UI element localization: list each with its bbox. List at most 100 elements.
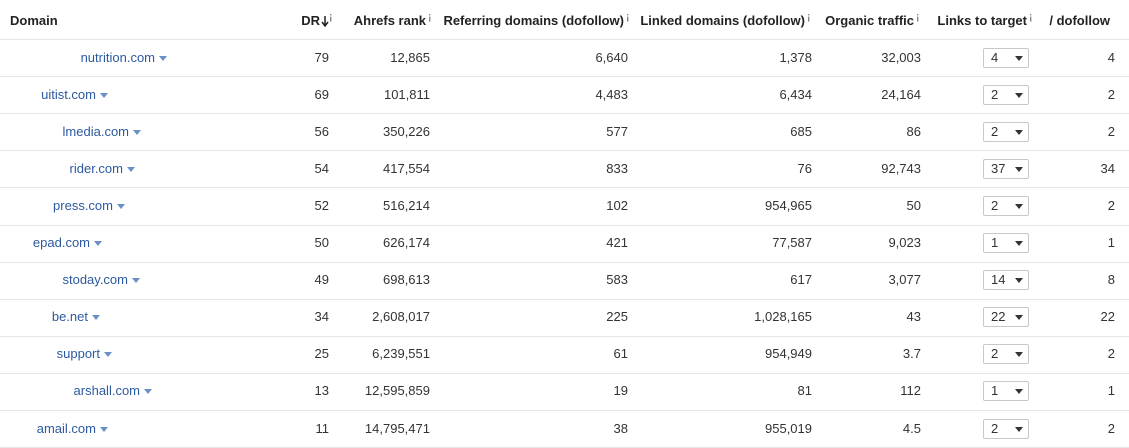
table-cell: 34 [1100,160,1115,176]
table-cell: 6,239,551 [372,346,430,362]
row-divider [0,76,1129,77]
table-cell: 954,949 [765,346,812,362]
row-divider [0,373,1129,374]
table-cell: 1,378 [779,49,812,65]
domain-link[interactable]: epad.com [32,235,90,251]
table-cell: 112 [900,383,921,399]
links-select[interactable]: 37 [983,158,1029,179]
dropdown-arrow [92,315,100,321]
links-select[interactable]: 4 [983,47,1029,68]
table-cell: 4.5 [902,420,921,436]
domain-link[interactable]: press.com [53,197,113,213]
dropdown-arrow [100,92,108,98]
dropdown-arrow [104,352,112,358]
select-value: 2 [991,346,999,362]
table-cell: 12,865 [390,49,430,65]
select-value: 1 [991,235,999,251]
table-cell: 1,028,165 [754,309,812,325]
links-select[interactable]: 2 [983,195,1029,216]
table-cell: 2 [1107,123,1115,139]
dropdown-arrow [117,203,125,209]
links-select[interactable]: 14 [983,270,1029,291]
select-arrow [1015,278,1023,284]
table-cell: 1 [1107,235,1115,251]
table-cell: 50 [906,197,921,213]
table-cell: 52 [314,197,329,213]
sort-arrow [321,16,329,28]
table-cell: 77,587 [772,235,812,251]
row-divider [0,299,1129,300]
select-value: 14 [991,272,1006,288]
dropdown-arrow [132,278,140,284]
table-cell: 4 [1107,49,1115,65]
links-select[interactable]: 2 [983,121,1029,142]
domain-link[interactable]: rider.com [69,160,123,176]
table-cell: 516,214 [383,197,430,213]
row-divider [0,39,1129,40]
domain-link[interactable]: arshall.com [73,383,140,399]
select-arrow [1015,55,1023,61]
domain-link[interactable]: be.net [51,309,88,325]
domain-link[interactable]: lmedia.com [62,123,129,139]
select-value: 37 [991,160,1006,176]
table-cell: 12,595,859 [364,383,430,399]
domain-link[interactable]: stoday.com [62,272,128,288]
table-cell: 225 [606,309,628,325]
links-select[interactable]: 1 [983,381,1029,402]
table-cell: 2 [1107,346,1115,362]
row-divider [0,225,1129,226]
links-select[interactable]: 1 [983,233,1029,254]
select-arrow [1015,129,1023,135]
links-select[interactable]: 22 [983,307,1029,328]
table-cell: 2,608,017 [372,309,430,325]
table-cell: 350,226 [383,123,430,139]
header-cell: Domain [10,13,58,28]
table-cell: 56 [314,123,329,139]
table-cell: 14,795,471 [364,420,430,436]
select-arrow [1015,92,1023,98]
table-cell: 86 [906,123,921,139]
table-cell: 54 [314,160,329,176]
table-cell: 421 [606,235,628,251]
select-arrow [1015,389,1023,395]
header-cell: Links to target [937,13,1027,28]
table-cell: 833 [606,160,628,176]
domain-link[interactable]: support [56,346,100,362]
table-cell: 417,554 [383,160,430,176]
links-select[interactable]: 2 [983,344,1029,365]
select-value: 2 [991,420,999,436]
table-cell: 955,019 [765,420,812,436]
table-cell: 2 [1107,197,1115,213]
table-cell: 13 [314,383,329,399]
table-cell: 49 [314,272,329,288]
links-select[interactable]: 2 [983,418,1029,439]
table-cell: 92,743 [881,160,921,176]
table-cell: 2 [1107,86,1115,102]
header-cell: Linked domains (dofollow) [640,13,805,28]
table-cell: 43 [906,309,921,325]
domain-link[interactable]: nutrition.com [80,49,155,65]
table-cell: 69 [314,86,329,102]
table-cell: 11 [315,420,330,436]
table-cell: 577 [606,123,628,139]
table-cell: 626,174 [383,235,430,251]
table-cell: 50 [314,235,329,251]
select-value: 2 [991,123,999,139]
table-cell: 19 [613,383,628,399]
domain-link[interactable]: uitist.com [41,86,96,102]
select-value: 4 [991,49,999,65]
links-select[interactable]: 2 [983,84,1029,105]
table-cell: 102 [606,197,628,213]
table-cell: 685 [790,123,812,139]
dropdown-arrow [127,166,135,172]
table-cell: 3,077 [888,272,921,288]
dropdown-arrow [159,55,167,61]
dropdown-arrow [144,389,152,395]
table-cell: 6,434 [779,86,812,102]
dropdown-arrow [94,241,102,247]
domain-link[interactable]: amail.com [36,420,96,436]
table-cell: 38 [613,420,628,436]
table-cell: 25 [314,346,329,362]
